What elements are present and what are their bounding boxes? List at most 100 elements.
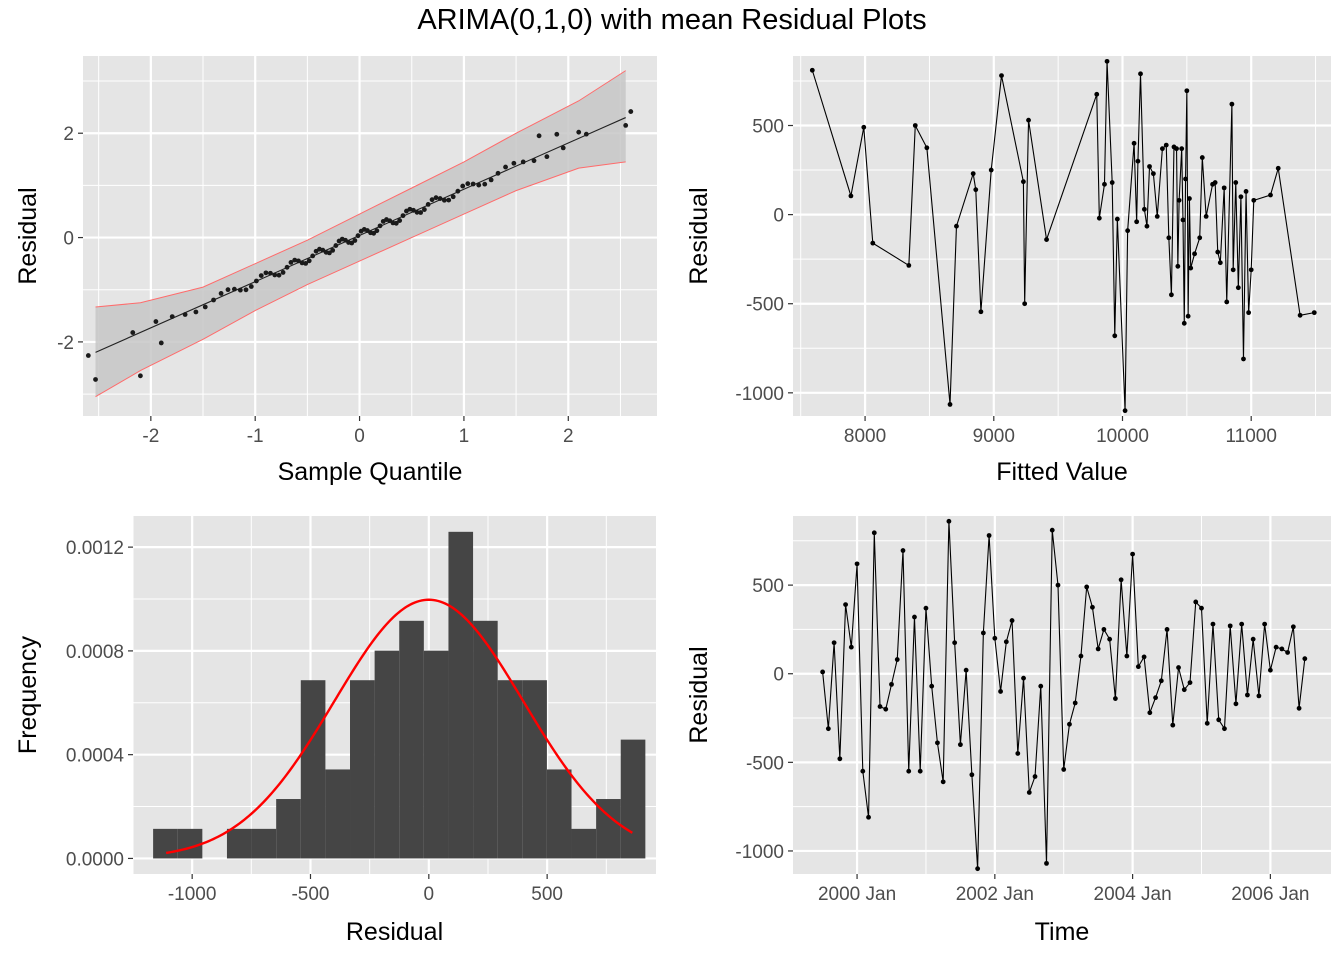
qq-point <box>272 272 278 278</box>
fitted-point <box>1163 142 1169 148</box>
fitted-point <box>1122 408 1128 414</box>
qq-point <box>418 210 424 215</box>
hist-bar <box>226 828 252 859</box>
hist-bar <box>571 828 597 859</box>
qq-point <box>225 287 231 293</box>
qq-point <box>470 181 476 187</box>
qq-point <box>263 270 269 276</box>
time-point <box>917 768 923 774</box>
fitted-point <box>870 240 876 246</box>
hist-bar <box>251 828 277 859</box>
fitted-point <box>1150 171 1156 177</box>
fitted-point <box>1112 333 1118 339</box>
time-point <box>992 635 998 641</box>
fitted-point <box>1215 249 1221 255</box>
fitted-point <box>1217 260 1223 266</box>
time-point <box>980 630 986 636</box>
time-point <box>1216 717 1222 723</box>
fitted-point <box>1131 140 1137 146</box>
qq-point <box>374 228 380 234</box>
time-point <box>1250 636 1256 642</box>
hist-bar <box>325 769 351 859</box>
time-point <box>1090 604 1095 610</box>
fitted-x-tick-label: 9000 <box>973 426 1015 447</box>
fitted-y-tick-label: -1000 <box>735 384 784 405</box>
qq-x-tick-label: -1 <box>247 426 264 447</box>
hist-panel: -1000 -500 0 500 0.0000 0.0004 0.0008 0.0012 Res… <box>14 516 656 946</box>
time-point <box>1021 675 1026 681</box>
time-point <box>998 689 1003 694</box>
fitted-point <box>1154 213 1160 219</box>
fitted-point <box>1221 185 1227 191</box>
fitted-point <box>912 123 918 128</box>
fitted-point <box>1268 192 1273 198</box>
qq-x-tick-label: 1 <box>459 426 470 447</box>
qq-point <box>482 181 488 187</box>
fitted-point <box>1141 206 1147 212</box>
time-point <box>889 681 894 687</box>
time-point <box>1170 722 1176 728</box>
fitted-point <box>1147 164 1152 169</box>
time-x-axis-title: Time <box>1035 918 1090 946</box>
qq-band-upper-edge <box>95 70 626 308</box>
time-point <box>912 614 917 620</box>
fitted-point <box>1026 117 1031 123</box>
qq-point <box>425 202 431 207</box>
qq-point <box>421 207 427 212</box>
qq-point <box>393 220 399 226</box>
time-point <box>1210 621 1216 627</box>
hist-y-tick-label: 0.0000 <box>66 849 124 870</box>
qq-point <box>280 270 286 275</box>
fitted-point <box>1183 176 1188 182</box>
time-point <box>1049 527 1055 533</box>
time-point <box>1135 664 1141 670</box>
time-point <box>1015 751 1021 756</box>
qq-point <box>520 159 526 165</box>
qq-point <box>231 286 237 292</box>
fitted-y-axis-title: Residual <box>685 187 713 284</box>
fitted-point <box>973 187 979 193</box>
fitted-point <box>1174 146 1179 152</box>
time-point <box>1181 687 1187 693</box>
time-point <box>883 706 889 712</box>
qq-point <box>441 197 447 203</box>
time-x-tick-label: 2002 Jan <box>956 884 1034 905</box>
fitted-x-tick-label: 10000 <box>1096 426 1149 447</box>
qq-point <box>352 238 358 243</box>
time-plot-area <box>793 516 1331 874</box>
qq-point <box>628 109 634 114</box>
time-point <box>1193 599 1199 605</box>
fitted-point <box>924 145 930 151</box>
fitted-point <box>1044 237 1049 242</box>
qq-point <box>138 373 143 379</box>
hist-x-tick-label: 0 <box>424 884 435 905</box>
fitted-point <box>1230 267 1236 273</box>
hist-bar <box>374 650 400 859</box>
time-point <box>1233 701 1239 707</box>
qq-point <box>296 258 301 264</box>
time-point <box>1118 577 1124 583</box>
fitted-point <box>861 124 867 130</box>
fitted-point <box>1192 251 1197 257</box>
qq-band-lower-edge <box>95 161 626 398</box>
fitted-point <box>1297 312 1303 318</box>
time-point <box>1061 767 1067 772</box>
qq-point <box>182 312 188 317</box>
time-point <box>1285 650 1291 655</box>
time-point <box>1141 654 1147 660</box>
qq-point <box>292 257 298 263</box>
time-point <box>1239 621 1245 627</box>
qq-point <box>310 253 316 259</box>
fitted-point <box>1212 180 1218 185</box>
qq-x-tick-label: 0 <box>354 426 365 447</box>
time-point <box>825 726 831 732</box>
qq-x-tick-label: 2 <box>563 426 574 447</box>
qq-y-axis-title: Residual <box>14 187 42 284</box>
fitted-point <box>1184 88 1190 94</box>
time-point <box>1164 627 1170 632</box>
figure-title: ARIMA(0,1,0) with mean Residual Plots <box>417 4 927 36</box>
time-point <box>866 814 871 820</box>
time-point <box>1026 790 1032 795</box>
fitted-point <box>1238 194 1244 200</box>
fitted-point <box>1243 189 1249 194</box>
